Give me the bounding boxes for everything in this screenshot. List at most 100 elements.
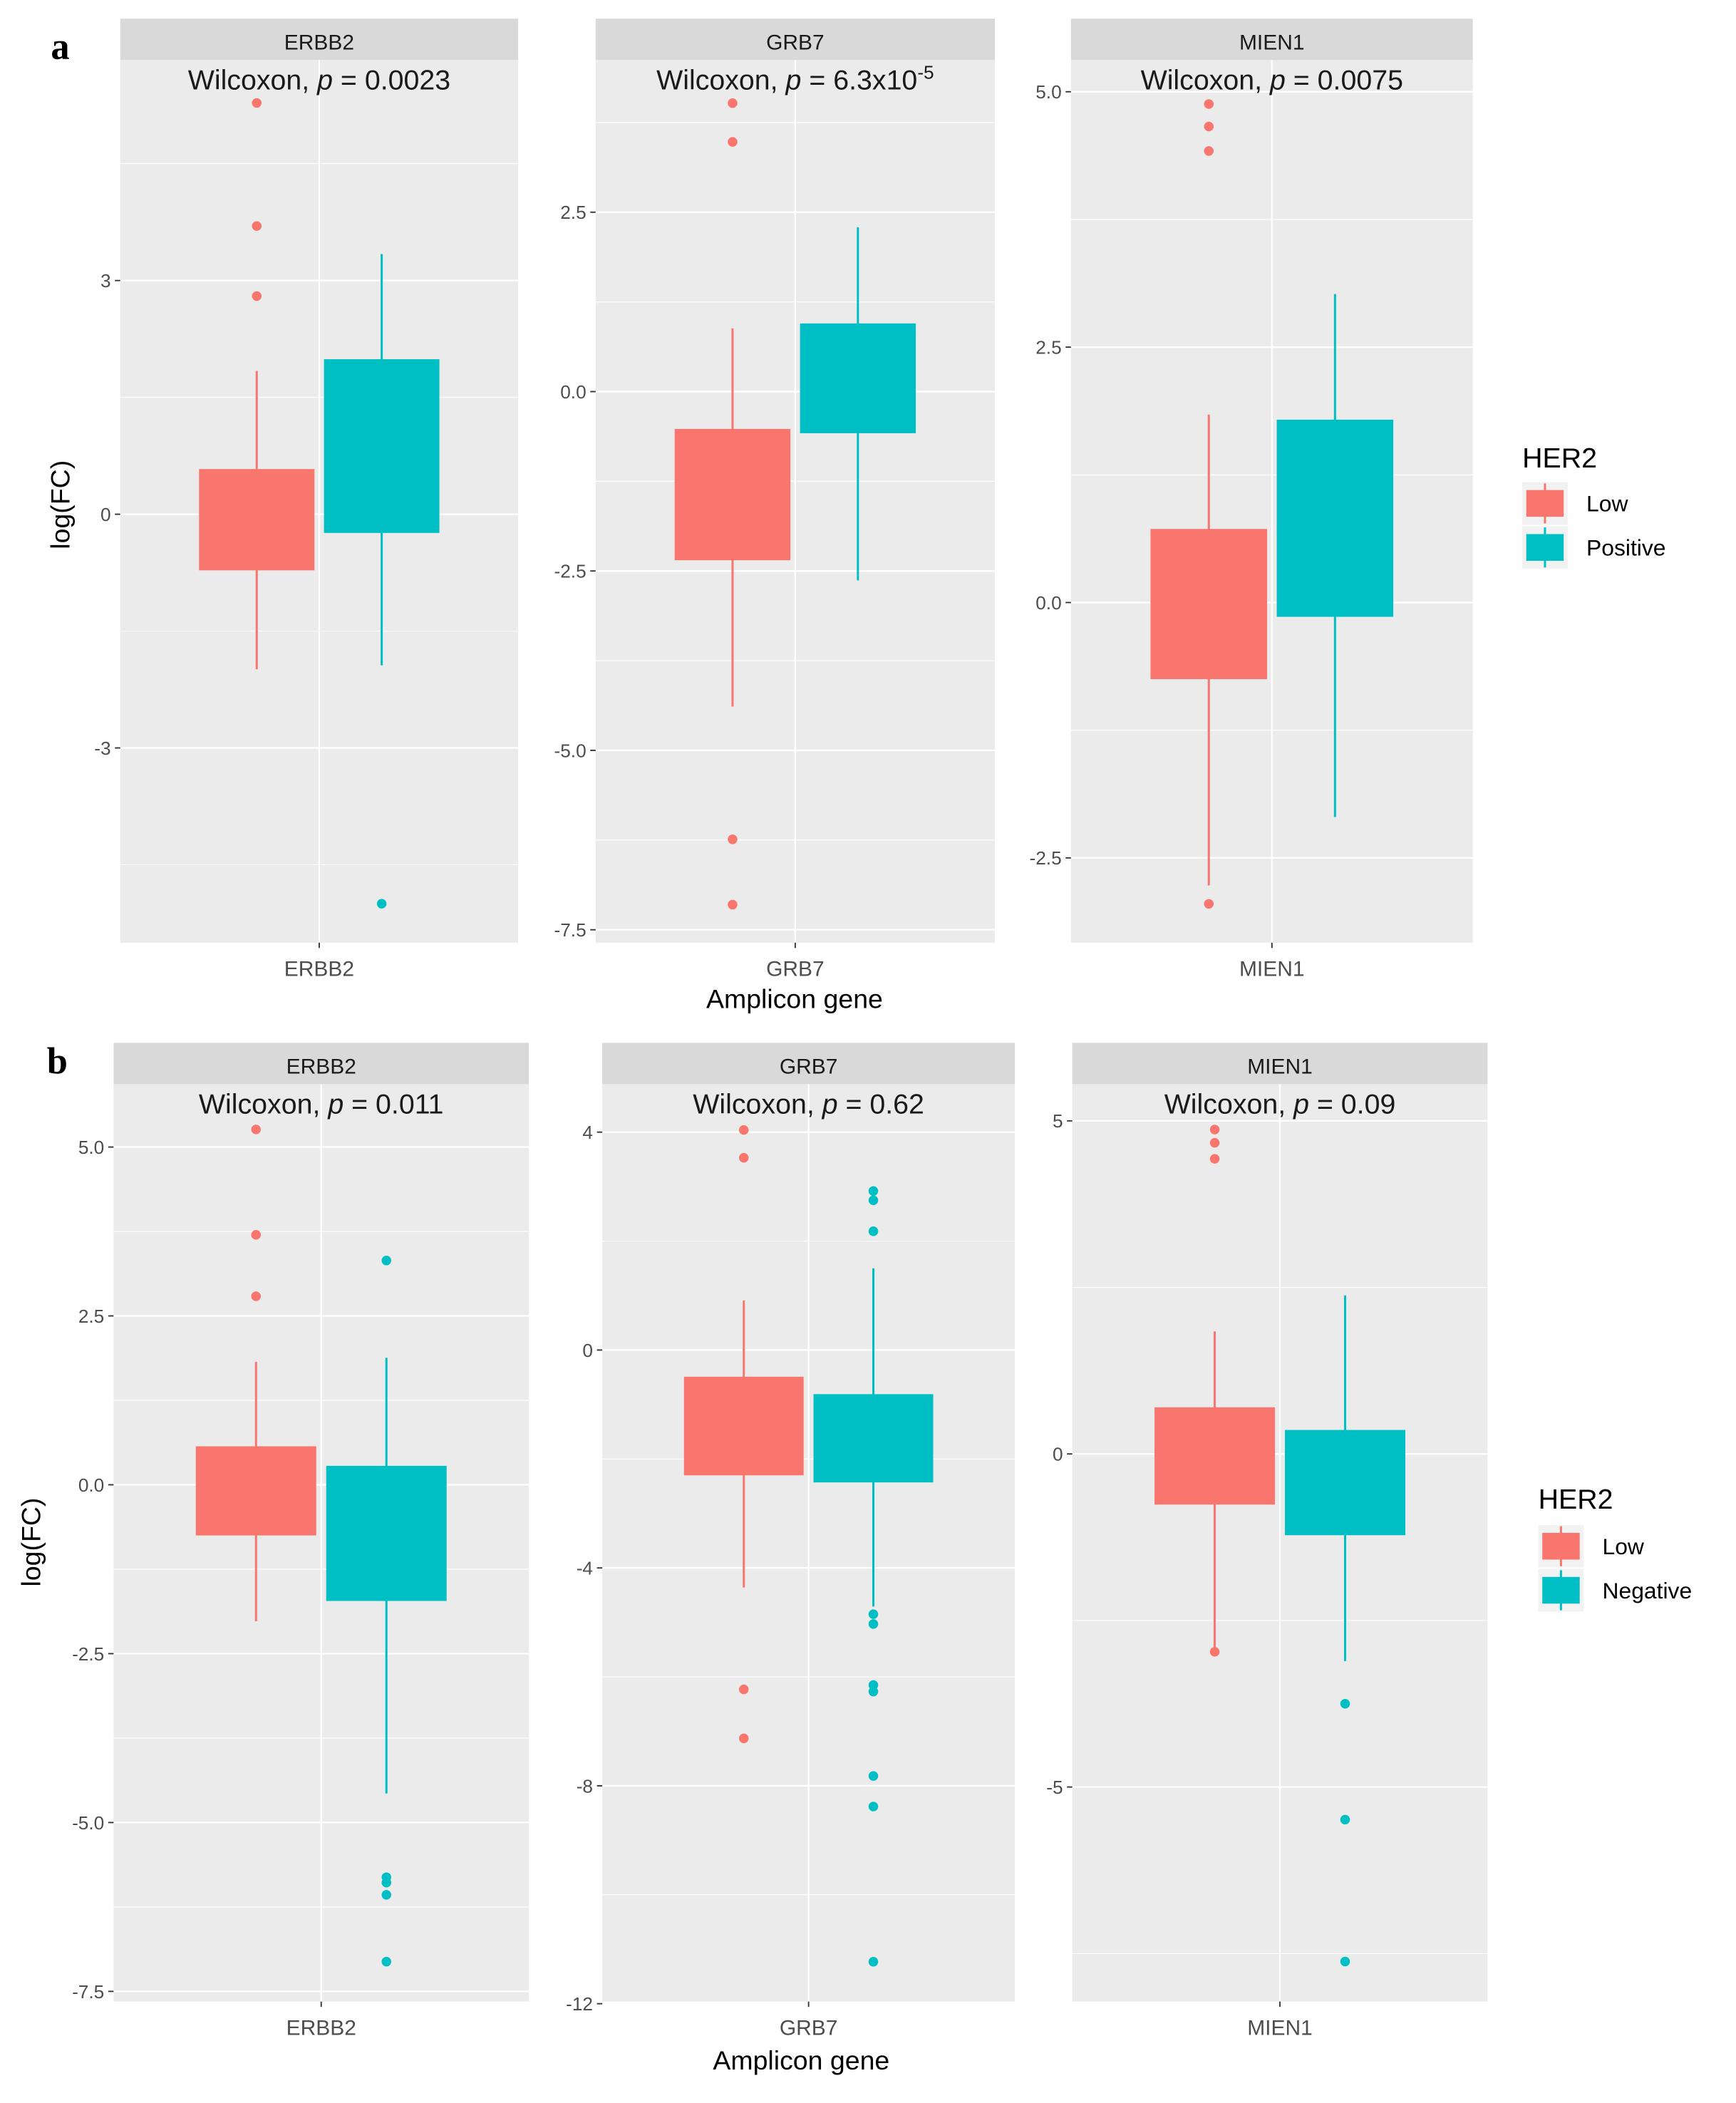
outlier-point — [1340, 1956, 1350, 1967]
test-name: Wilcoxon, — [693, 1089, 822, 1120]
box-iqr — [1276, 419, 1394, 617]
box-iqr — [1150, 529, 1268, 679]
outlier-point — [1209, 1125, 1220, 1135]
x-tick-label: ERBB2 — [286, 2016, 356, 2040]
y-tick-label: -5 — [1046, 1777, 1063, 1798]
y-tick-label: 2.5 — [1035, 336, 1061, 358]
x-axis-title: Amplicon gene — [706, 984, 883, 1014]
box-iqr — [800, 323, 916, 433]
facet-strip — [120, 19, 519, 61]
y-tick-label: -5.0 — [554, 740, 586, 761]
box-iqr — [324, 359, 440, 533]
chart-b: b ERBB2 5.0 2.5 0.0 -2.5 -5.0 -7.5 ERBB2 Wilcoxon… — [16, 1040, 1692, 2075]
box-low — [195, 1125, 316, 1621]
outlier-point — [1204, 99, 1214, 109]
y-tick-label: 4 — [582, 1122, 593, 1143]
y-tick-label: 0 — [582, 1340, 593, 1361]
p-value: = 0.09 — [1309, 1089, 1395, 1120]
p-symbol: p — [316, 65, 333, 96]
y-tick-label: -3 — [94, 738, 110, 759]
p-symbol: p — [822, 1089, 838, 1120]
y-tick-label: -8 — [577, 1775, 593, 1797]
facet-grb7: GRB7 2.5 0.0 -2.5 -5.0 -7.5 GRB7 Wilcoxon, p = … — [554, 19, 995, 981]
x-tick-label: MIEN1 — [1239, 958, 1305, 981]
y-tick-label: -2.5 — [554, 561, 586, 582]
box-low — [683, 1125, 804, 1744]
y-tick-label: -4 — [577, 1558, 593, 1579]
y-tick-label: 2.5 — [560, 202, 586, 223]
p-value: = 0.62 — [838, 1089, 924, 1120]
legend-label: Low — [1586, 491, 1628, 517]
y-tick-label: 0.0 — [560, 381, 586, 403]
outlier-point — [728, 899, 738, 910]
test-name: Wilcoxon, — [199, 1089, 328, 1120]
x-tick-label: GRB7 — [780, 2016, 838, 2040]
box-low — [1150, 99, 1268, 909]
wilcoxon-annotation: Wilcoxon, p = 0.09 — [1164, 1089, 1396, 1120]
x-tick-label: ERBB2 — [284, 958, 354, 981]
outlier-point — [868, 1226, 879, 1236]
outlier-point — [728, 137, 738, 147]
p-symbol: p — [1269, 65, 1286, 96]
facet-mien1: MIEN1 5 0 -5 MIEN1 Wilcoxon, p = 0.09 — [1046, 1043, 1488, 2040]
outlier-point — [252, 221, 262, 231]
y-tick-label: 0.0 — [1035, 592, 1061, 614]
facet-erbb2: ERBB2 3 0 -3 ERBB2 Wilcoxon, p = 0.0023 — [94, 19, 519, 981]
box-iqr — [674, 428, 791, 561]
outlier-point — [1340, 1814, 1350, 1825]
outlier-point — [728, 835, 738, 844]
outlier-point — [738, 1152, 749, 1163]
box-positive — [800, 227, 916, 581]
outlier-point — [381, 1956, 391, 1967]
facet-strip — [595, 19, 995, 61]
outlier-point — [1204, 899, 1214, 909]
box-iqr — [195, 1446, 316, 1536]
panel-label: b — [47, 1040, 68, 1082]
legend-title: HER2 — [1522, 443, 1597, 474]
outlier-point — [381, 1890, 391, 1900]
facet-grb7: GRB7 4 0 -4 -8 -12 GRB7 Wilcoxon, p = 0.62 — [566, 1043, 1016, 2040]
outlier-point — [251, 1291, 262, 1301]
panel-label: a — [51, 26, 69, 67]
outlier-point — [738, 1125, 749, 1135]
wilcoxon-annotation: Wilcoxon, p = 0.011 — [199, 1089, 444, 1120]
y-tick-label: -7.5 — [72, 1981, 104, 2003]
outlier-point — [868, 1686, 879, 1697]
x-tick-label: MIEN1 — [1247, 2016, 1313, 2040]
y-tick-label: 0 — [1053, 1444, 1063, 1465]
facet-strip — [113, 1043, 529, 1085]
outlier-point — [1204, 121, 1214, 132]
box-positive — [1276, 294, 1394, 817]
box-positive — [324, 254, 440, 909]
outlier-point — [381, 1878, 391, 1888]
outlier-point — [738, 1733, 749, 1744]
facet-title: ERBB2 — [286, 1055, 356, 1078]
legend-label: Low — [1603, 1534, 1645, 1559]
wilcoxon-annotation: Wilcoxon, p = 0.0075 — [1141, 65, 1403, 96]
box-iqr — [1285, 1430, 1405, 1536]
test-name: Wilcoxon, — [1164, 1089, 1293, 1120]
facet-title: MIEN1 — [1247, 1055, 1313, 1078]
outlier-point — [728, 98, 738, 108]
outlier-point — [868, 1802, 879, 1812]
p-value: = 0.0075 — [1286, 65, 1403, 96]
legend: HER2 Low Negative — [1538, 1484, 1692, 1612]
y-tick-label: 0 — [100, 504, 111, 525]
outlier-point — [251, 1125, 262, 1135]
outlier-point — [1209, 1154, 1220, 1164]
legend-key-low — [1526, 490, 1564, 517]
outlier-point — [251, 1230, 262, 1240]
p-symbol: p — [327, 1089, 343, 1120]
outlier-point — [252, 98, 262, 108]
test-name: Wilcoxon, — [188, 65, 317, 96]
y-tick-label: 5.0 — [78, 1137, 104, 1158]
p-exponent: -5 — [917, 62, 934, 83]
legend-key-positive — [1526, 534, 1564, 561]
facet-strip — [1072, 1043, 1488, 1085]
outlier-point — [868, 1771, 879, 1781]
outlier-point — [868, 1609, 879, 1619]
outlier-point — [1209, 1137, 1220, 1148]
y-tick-label: -2.5 — [1029, 847, 1061, 869]
p-value: = 0.011 — [343, 1089, 443, 1120]
